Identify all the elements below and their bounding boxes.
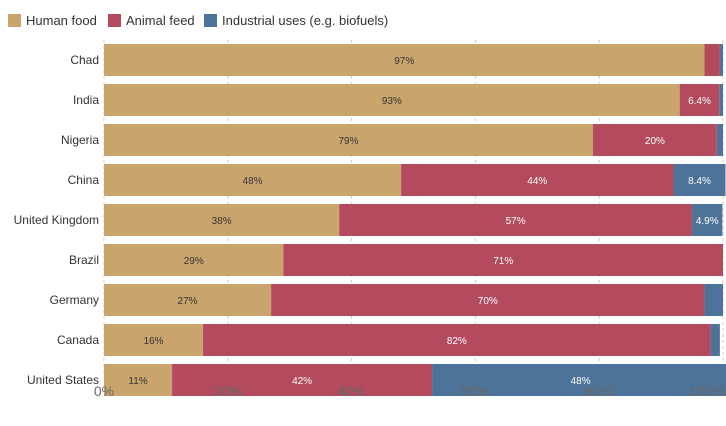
category-label: Nigeria xyxy=(61,133,99,147)
data-label: 97% xyxy=(394,56,414,67)
bar-segment-industrial-uses-e-g-biofuels xyxy=(719,84,723,116)
data-label: 42% xyxy=(292,376,312,387)
bar-segment-industrial-uses-e-g-biofuels xyxy=(710,324,720,356)
bar-segment-industrial-uses-e-g-biofuels xyxy=(704,284,723,316)
data-label: 71% xyxy=(493,256,513,267)
legend-swatch-human-food xyxy=(8,14,21,27)
bar-segment-animal-feed xyxy=(172,364,433,396)
bar-segment-human-food xyxy=(104,204,340,236)
category-labels: Chad India Nigeria China United Kingdom Brazi… xyxy=(14,53,100,387)
legend-swatch-animal-feed xyxy=(108,14,121,27)
x-tick-label: 0% xyxy=(94,383,114,399)
x-tick-label: 40% xyxy=(338,383,366,399)
bar-segment-human-food xyxy=(104,244,284,276)
legend-label-human-food: Human food xyxy=(26,13,97,28)
data-label: 44% xyxy=(527,176,547,187)
x-tick-label: 60% xyxy=(461,383,489,399)
bar-segment-animal-feed xyxy=(339,204,693,236)
bar-segment-animal-feed xyxy=(401,164,674,196)
category-label: United Kingdom xyxy=(14,213,99,227)
category-label: Germany xyxy=(50,293,99,307)
bar-segment-industrial-uses-e-g-biofuels xyxy=(716,124,723,156)
legend-label-animal-feed: Animal feed xyxy=(126,13,195,28)
bar-segment-animal-feed xyxy=(679,84,720,116)
bar-segment-human-food xyxy=(104,284,272,316)
data-label: 57% xyxy=(506,216,526,227)
legend-swatch-industrial-uses-e-g-biofuels xyxy=(204,14,217,27)
bar-segment-animal-feed xyxy=(704,44,720,76)
category-label: Chad xyxy=(70,53,99,67)
data-label: 4.9% xyxy=(696,216,719,227)
data-label: 70% xyxy=(478,296,498,307)
data-label: 93% xyxy=(382,96,402,107)
bar-segment-animal-feed xyxy=(271,284,705,316)
category-label: India xyxy=(73,93,99,107)
bar-segment-human-food xyxy=(104,44,705,76)
data-label: 6.4% xyxy=(688,96,711,107)
data-label: 20% xyxy=(645,136,665,147)
x-tick-label: 80% xyxy=(585,383,613,399)
bar-segment-industrial-uses-e-g-biofuels xyxy=(692,204,723,236)
data-label: 38% xyxy=(212,216,232,227)
category-label: Brazil xyxy=(69,253,99,267)
data-label: 48% xyxy=(571,376,591,387)
data-label: 11% xyxy=(128,376,147,387)
bar-segment-human-food xyxy=(104,124,594,156)
bar-segment-animal-feed xyxy=(203,324,711,356)
x-axis-ticks: 0% 20% 40% 60% 80% 100% xyxy=(94,383,725,399)
category-label: Canada xyxy=(57,333,99,347)
legend: Human food Animal feed Industrial uses (e.… xyxy=(8,13,388,28)
bars: 97% 93% 6.4% 79% 20% 48% 44% 8.4% 38% 57% 4.9% 29% 7… xyxy=(104,44,726,396)
data-label: 48% xyxy=(243,176,263,187)
data-label: 29% xyxy=(184,256,204,267)
category-label: United States xyxy=(27,373,99,387)
x-tick-label: 100% xyxy=(689,383,725,399)
data-label: 79% xyxy=(338,136,358,147)
bar-segment-human-food xyxy=(104,84,680,116)
bar-segment-industrial-uses-e-g-biofuels xyxy=(673,164,726,196)
bar-segment-human-food xyxy=(104,364,173,396)
bar-segment-animal-feed xyxy=(283,244,723,276)
bar-segment-animal-feed xyxy=(593,124,717,156)
data-label: 8.4% xyxy=(688,176,711,187)
data-label: 27% xyxy=(178,296,198,307)
bar-segment-industrial-uses-e-g-biofuels xyxy=(432,364,726,396)
data-label: 82% xyxy=(447,336,467,347)
category-label: China xyxy=(68,173,100,187)
data-label: 16% xyxy=(144,336,164,347)
bar-segment-human-food xyxy=(104,324,204,356)
bar-segment-industrial-uses-e-g-biofuels xyxy=(719,44,723,76)
bar-segment-human-food xyxy=(104,164,402,196)
legend-label-industrial-uses-e-g-biofuels: Industrial uses (e.g. biofuels) xyxy=(222,13,388,28)
x-tick-label: 20% xyxy=(214,383,242,399)
